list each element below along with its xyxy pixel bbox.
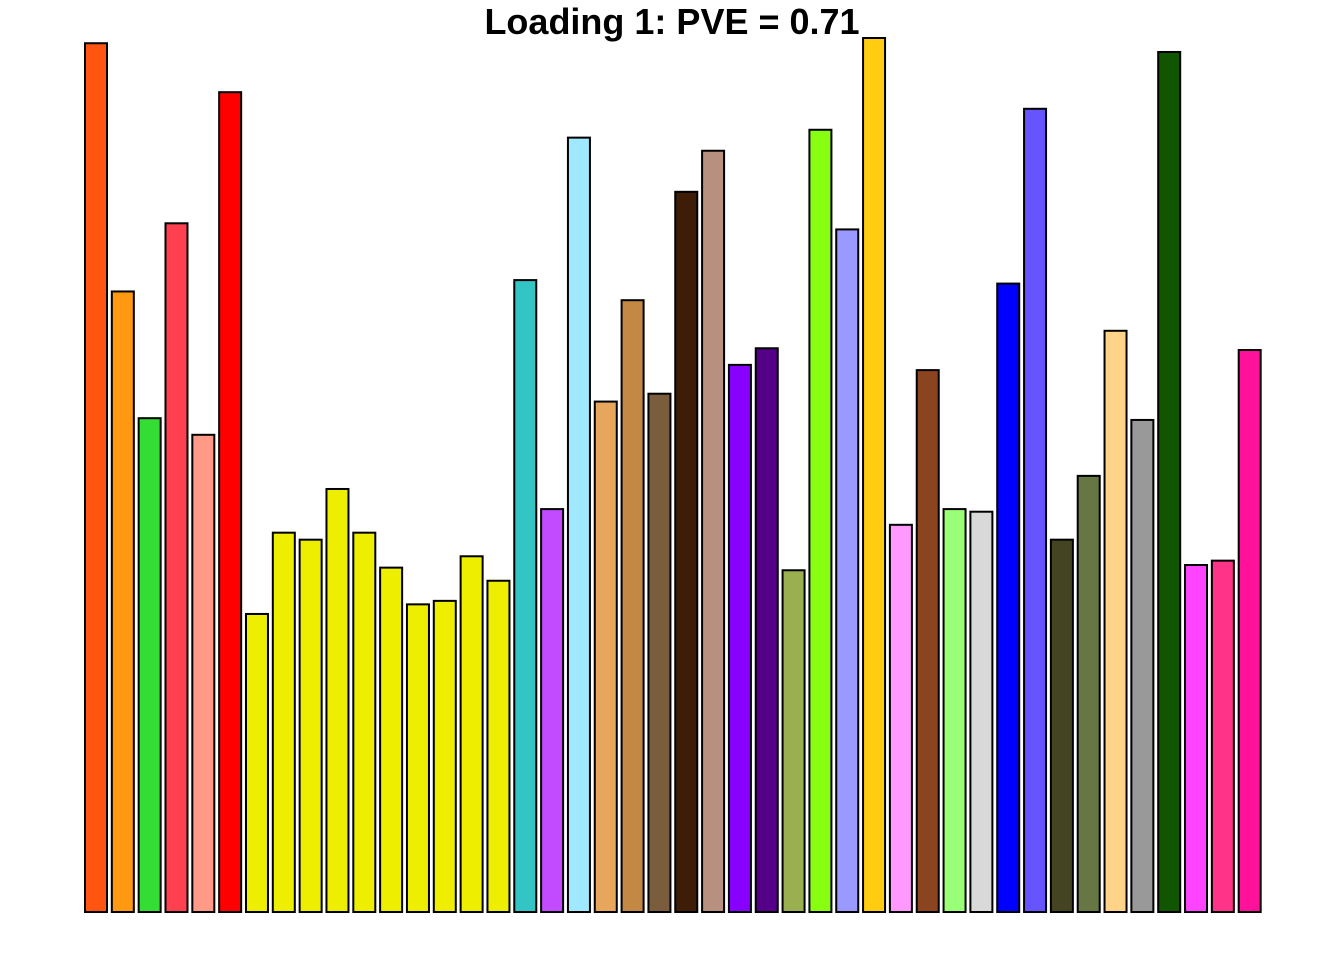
bar-9: [298, 538, 323, 913]
bar-26: [754, 347, 779, 913]
chart-title: Loading 1: PVE = 0.71: [484, 1, 860, 42]
bar-19: [566, 136, 591, 913]
bar-32: [915, 369, 940, 913]
bar-44: [1237, 349, 1262, 913]
bar-42: [1184, 564, 1209, 914]
bar-24: [701, 149, 726, 913]
bar-11: [352, 531, 377, 913]
bars-group: [84, 37, 1262, 914]
bar-2: [110, 290, 135, 913]
bar-40: [1130, 418, 1155, 913]
bar-28: [808, 128, 833, 913]
bar-1: [84, 42, 108, 914]
bar-10: [325, 487, 350, 913]
bar-38: [1076, 474, 1101, 913]
bar-8: [271, 531, 296, 913]
bar-27: [781, 569, 806, 914]
bar-14: [432, 599, 457, 913]
bar-37: [1049, 538, 1074, 913]
bar-39: [1103, 329, 1128, 914]
bar-36: [1023, 107, 1048, 914]
bar-3: [137, 417, 162, 913]
bar-21: [620, 299, 645, 913]
bar-12: [379, 566, 404, 913]
bar-41: [1157, 50, 1182, 914]
bar-16: [486, 579, 511, 913]
bar-6: [218, 91, 243, 913]
bar-31: [888, 523, 913, 913]
bar-5: [191, 433, 216, 913]
bar-7: [244, 612, 269, 913]
bar-33: [942, 508, 967, 913]
bar-43: [1210, 559, 1235, 914]
bar-35: [996, 282, 1021, 913]
bar-22: [647, 392, 672, 914]
bar-34: [969, 510, 994, 913]
bar-15: [459, 555, 484, 914]
bar-30: [862, 37, 887, 913]
bar-4: [164, 222, 189, 914]
bar-29: [835, 228, 860, 914]
bar-17: [513, 279, 538, 914]
bar-18: [540, 508, 565, 913]
bar-23: [674, 190, 699, 913]
bar-13: [405, 603, 430, 913]
bar-20: [593, 400, 618, 913]
bar-25: [727, 363, 752, 913]
